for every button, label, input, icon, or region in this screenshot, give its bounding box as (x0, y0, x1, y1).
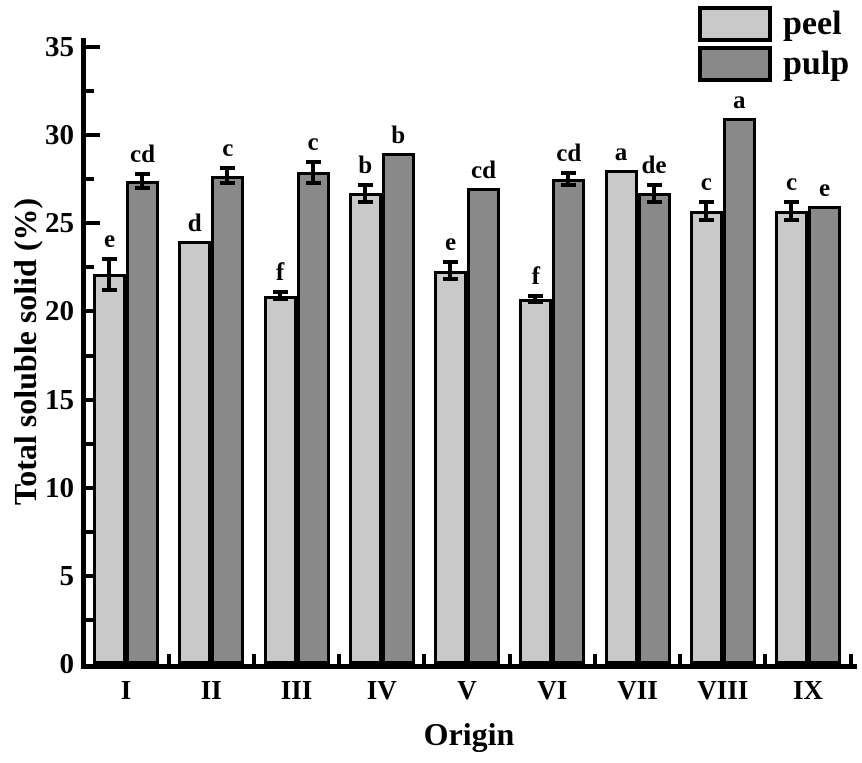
sig-letter: c (785, 169, 798, 197)
legend: peel pulp (698, 6, 849, 86)
legend-label-peel: peel (783, 5, 842, 42)
x-category-labels: I II III IV V VI VII VIII IX (86, 675, 857, 710)
x-axis-title: Origin (423, 716, 515, 752)
y-tick-label: 20 (45, 295, 74, 328)
y-tick-label: 10 (45, 471, 74, 504)
sig-letter: cd (130, 141, 155, 169)
sig-letter: cd (556, 140, 582, 168)
error-bar (272, 290, 288, 301)
bar-peel-VIII (689, 210, 723, 664)
bar-peel-II (178, 240, 212, 664)
x-category-label: VII (617, 675, 658, 705)
sig-letter: e (103, 225, 116, 253)
y-major-tick (86, 45, 100, 49)
x-category-label: IX (792, 675, 824, 705)
bar-pulp-II (211, 175, 245, 664)
x-axis-line (81, 664, 857, 669)
y-tick-label: 0 (59, 648, 75, 680)
y-tick-label: 35 (45, 31, 74, 63)
bar-pulp-I (126, 180, 159, 664)
y-axis-line (81, 38, 86, 669)
sig-letter: a (614, 139, 628, 167)
y-tick-label: 5 (59, 559, 75, 592)
error-bar (220, 166, 236, 186)
sig-letter: c (307, 128, 319, 156)
sig-letter: c (222, 135, 234, 162)
x-boundary-tick (166, 654, 171, 664)
y-minor-tick (86, 617, 94, 622)
bar-peel-IX (775, 210, 808, 664)
y-minor-tick (86, 89, 94, 94)
y-minor-tick (86, 177, 94, 182)
peel-color-swatch (698, 6, 772, 42)
x-boundary-tick (848, 654, 853, 664)
y-tick-label: 15 (45, 383, 74, 416)
bar-pulp-V (467, 188, 500, 664)
sig-letter: c (700, 169, 712, 197)
sig-letter: f (275, 259, 285, 287)
y-major-tick (86, 221, 100, 226)
x-boundary-tick (678, 654, 683, 664)
legend-item-peel: peel (698, 6, 849, 42)
sig-letter: e (444, 229, 457, 257)
sig-letter: b (358, 151, 373, 179)
x-boundary-tick (422, 654, 427, 664)
bar-peel-III (263, 295, 297, 664)
x-category-label: I (120, 675, 132, 705)
bar-pulp-VI (552, 179, 586, 664)
error-bar (698, 200, 714, 222)
pulp-color-swatch (698, 46, 772, 82)
bar-pulp-IV (381, 152, 415, 664)
x-category-label: II (200, 675, 222, 705)
error-bar (135, 172, 150, 190)
bar-peel-I (93, 274, 126, 664)
error-bar (528, 293, 544, 305)
bar-peel-IV (348, 193, 382, 664)
x-boundary-tick (592, 654, 597, 664)
error-bar (784, 200, 799, 222)
sig-letter: d (187, 209, 202, 237)
y-minor-tick (86, 265, 94, 270)
x-boundary-tick (337, 654, 342, 664)
bar-peel-VII (604, 170, 638, 664)
y-minor-tick (86, 441, 94, 446)
x-category-label: VIII (697, 675, 749, 705)
legend-item-pulp: pulp (698, 46, 849, 82)
bar-pulp-III (296, 172, 330, 664)
error-bar (443, 260, 458, 282)
error-bar (357, 182, 373, 204)
x-boundary-tick (251, 654, 256, 664)
sig-letter: a (733, 86, 746, 114)
plot-area: e d f b e f a c c cd c c b cd cd de a e (86, 39, 857, 664)
y-tick-label: 25 (45, 207, 74, 240)
error-bar (305, 159, 321, 185)
x-category-label: V (457, 675, 477, 705)
error-bar (561, 171, 577, 188)
bar-pulp-IX (808, 205, 841, 664)
bar-pulp-VIII (722, 117, 756, 664)
y-minor-tick (86, 353, 94, 358)
sig-letter: cd (471, 157, 496, 185)
x-boundary-tick (763, 654, 768, 664)
x-boundary-tick (507, 654, 512, 664)
x-category-label: III (280, 675, 313, 705)
error-bar (102, 256, 117, 293)
error-bar (646, 182, 662, 204)
y-major-tick (86, 133, 100, 138)
sig-letter: b (391, 121, 406, 149)
legend-label-pulp: pulp (783, 45, 850, 82)
y-minor-tick (86, 529, 94, 534)
bar-peel-V (434, 270, 467, 664)
x-category-label: IV (366, 675, 397, 705)
bar-peel-VI (519, 299, 553, 664)
x-category-label: VI (537, 675, 568, 705)
bar-pulp-VII (637, 193, 671, 664)
sig-letter: de (641, 151, 667, 179)
sig-letter: e (818, 174, 831, 202)
sig-letter: f (531, 262, 540, 290)
y-tick-label: 30 (45, 119, 74, 152)
y-axis-title: Total soluble solid (%) (7, 197, 44, 506)
